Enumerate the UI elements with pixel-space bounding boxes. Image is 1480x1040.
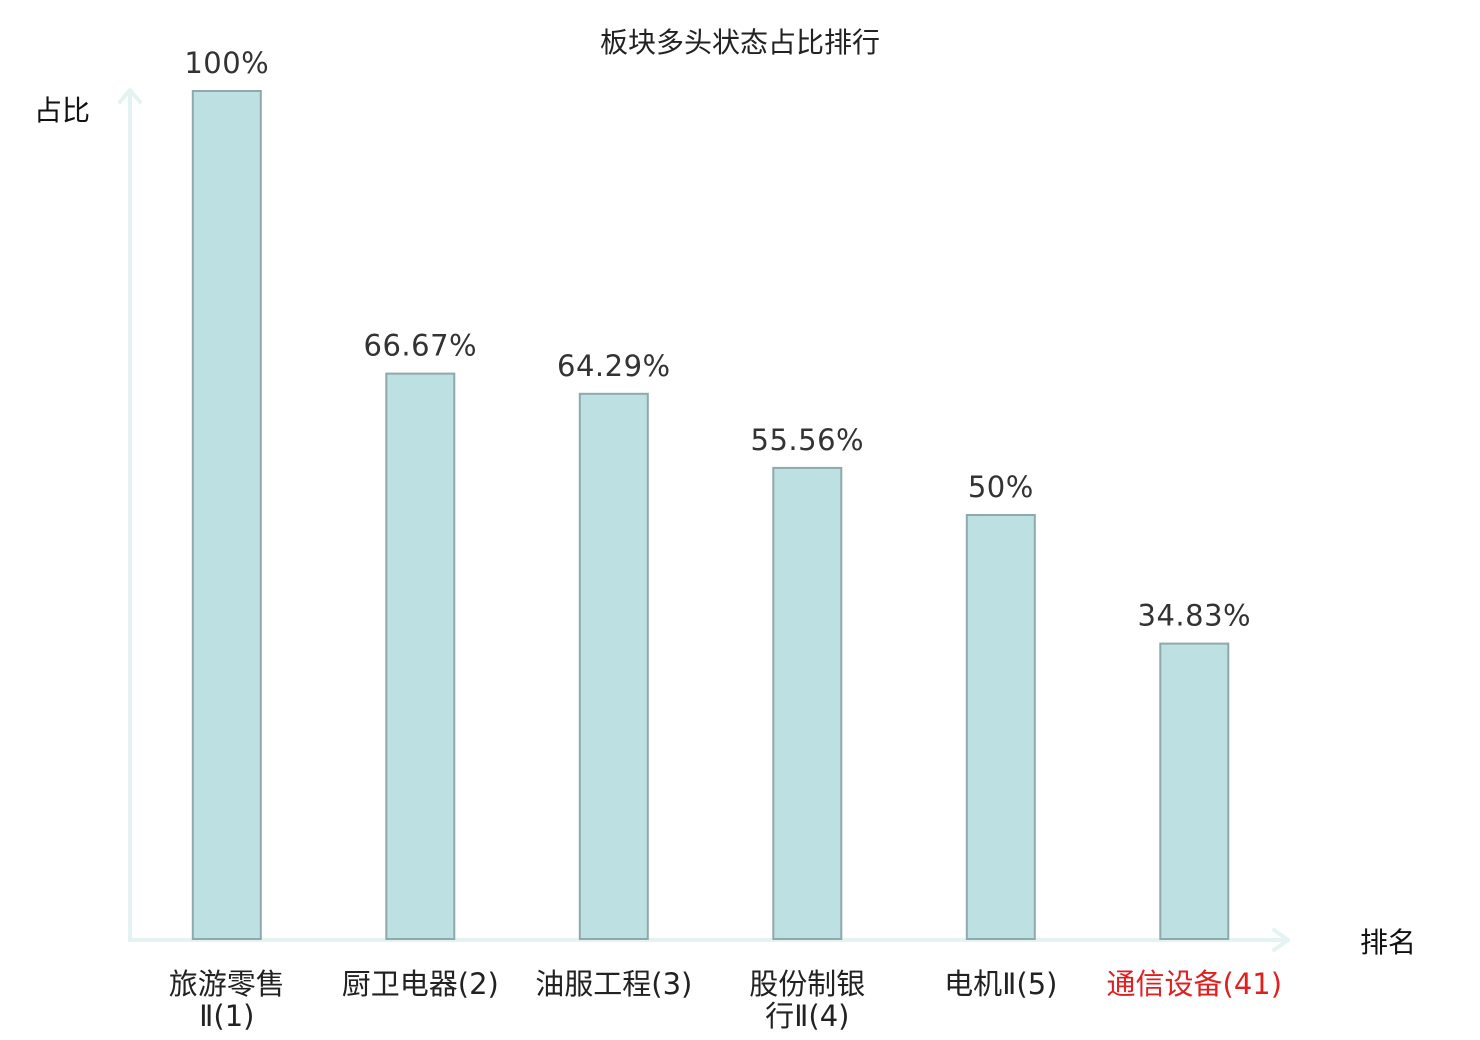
- value-label-5: 50%: [968, 470, 1034, 504]
- bar-4: [772, 466, 843, 940]
- bar-5: [965, 514, 1036, 940]
- bar-3: [578, 392, 649, 940]
- category-label-2: 厨卫电器(2): [342, 967, 499, 1001]
- category-label-1-line-2: Ⅱ(1): [199, 999, 254, 1033]
- value-label-1: 100%: [184, 46, 269, 80]
- category-label-4-line-1: 股份制银: [749, 967, 865, 1001]
- category-label-5: 电机Ⅱ(5): [944, 967, 1057, 1001]
- chart-title: 板块多头状态占比排行: [600, 26, 880, 59]
- category-label-3: 油服工程(3): [535, 967, 692, 1001]
- value-label-2: 66.67%: [364, 329, 478, 363]
- value-label-6: 34.83%: [1138, 599, 1252, 633]
- value-label-3: 64.29%: [557, 349, 671, 383]
- category-label-1-line-1: 旅游零售: [169, 967, 285, 1001]
- category-label-4-line-2: 行Ⅱ(4): [765, 999, 849, 1033]
- y-axis-arrow-icon: [118, 88, 142, 104]
- bars-group: [191, 90, 1230, 941]
- category-label-6: 通信设备(41): [1107, 967, 1283, 1001]
- y-axis-label: 占比: [34, 94, 90, 127]
- bar-1: [191, 90, 262, 940]
- bar-2: [385, 372, 456, 941]
- x-axis-label: 排名: [1360, 926, 1416, 959]
- value-labels-group: 100% 66.67% 64.29% 55.56% 50% 34.83%: [184, 46, 1252, 633]
- value-label-4: 55.56%: [751, 423, 865, 457]
- x-axis-arrow-icon: [1272, 928, 1290, 952]
- bar-6: [1159, 642, 1230, 940]
